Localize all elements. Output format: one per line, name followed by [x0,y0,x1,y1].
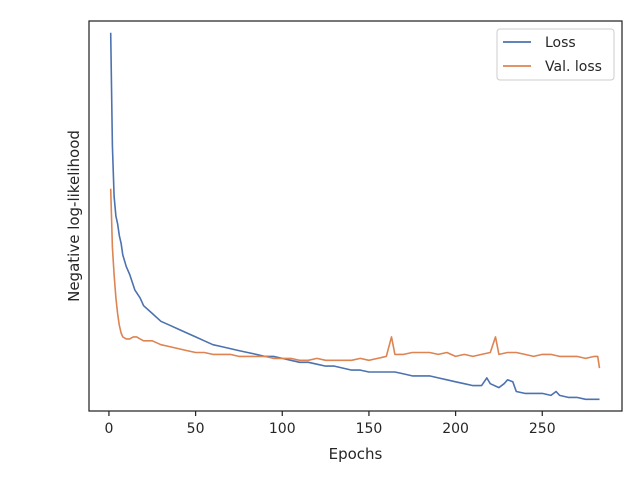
x-tick-label: 200 [442,421,469,437]
legend: Loss Val. loss [496,28,615,81]
series-layer [109,32,601,401]
x-tick-label: 150 [356,421,383,437]
x-tick-label: 0 [104,421,113,437]
series-line-0 [109,32,600,401]
x-ticks: 0 50 100 150 200 250 [104,411,556,437]
plot-area-frame [88,20,623,412]
x-axis-label: Epochs [329,445,383,463]
legend-label-1: Val. loss [545,59,602,75]
series-line-1 [109,188,601,369]
legend-label-0: Loss [545,35,576,51]
x-tick-label: 100 [269,421,296,437]
y-axis-label: Negative log-likelihood [65,130,83,302]
x-tick-label: 250 [529,421,556,437]
x-tick-label: 50 [187,421,205,437]
